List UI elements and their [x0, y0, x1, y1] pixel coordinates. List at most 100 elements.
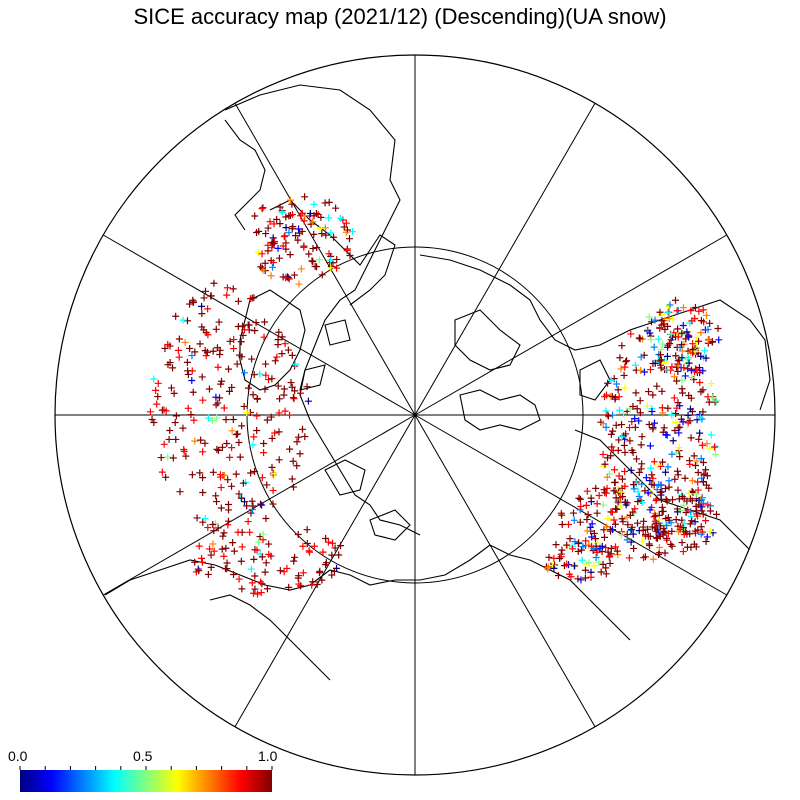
accuracy-marker — [224, 365, 232, 373]
accuracy-marker — [668, 542, 676, 550]
accuracy-marker — [689, 340, 697, 348]
accuracy-marker — [253, 427, 261, 435]
accuracy-marker — [615, 406, 623, 414]
accuracy-marker — [661, 358, 669, 366]
accuracy-marker — [623, 536, 631, 544]
accuracy-marker — [184, 370, 192, 378]
accuracy-marker — [293, 438, 301, 446]
accuracy-marker — [623, 357, 631, 365]
accuracy-marker — [172, 435, 180, 443]
accuracy-marker — [706, 527, 714, 535]
accuracy-marker — [260, 333, 268, 341]
accuracy-marker — [251, 585, 259, 593]
accuracy-marker — [299, 542, 307, 550]
accuracy-marker — [649, 474, 657, 482]
accuracy-marker — [285, 212, 293, 220]
accuracy-marker — [210, 279, 218, 287]
accuracy-marker — [154, 393, 162, 401]
accuracy-marker — [199, 474, 207, 482]
accuracy-marker — [281, 340, 289, 348]
accuracy-marker — [654, 461, 662, 469]
accuracy-marker — [257, 263, 265, 271]
accuracy-marker — [678, 354, 686, 362]
accuracy-marker — [664, 404, 672, 412]
accuracy-marker — [164, 453, 172, 461]
accuracy-marker — [252, 319, 260, 327]
accuracy-marker — [657, 356, 665, 364]
accuracy-marker — [678, 385, 686, 393]
accuracy-marker — [190, 416, 198, 424]
accuracy-marker — [662, 521, 670, 529]
accuracy-marker — [652, 534, 660, 542]
accuracy-marker — [281, 232, 289, 240]
accuracy-marker — [247, 469, 255, 477]
accuracy-marker — [679, 354, 687, 362]
accuracy-marker — [602, 423, 610, 431]
accuracy-marker — [216, 346, 224, 354]
accuracy-marker — [313, 244, 321, 252]
accuracy-marker — [234, 528, 242, 536]
accuracy-marker — [613, 380, 621, 388]
accuracy-marker — [228, 444, 236, 452]
accuracy-marker — [261, 259, 269, 267]
accuracy-marker — [229, 416, 237, 424]
meridian-line — [414, 414, 596, 728]
accuracy-marker — [346, 252, 354, 260]
accuracy-marker — [687, 434, 695, 442]
accuracy-marker — [322, 231, 330, 239]
accuracy-marker — [691, 462, 699, 470]
accuracy-marker — [604, 412, 612, 420]
meridian-line — [414, 414, 728, 596]
accuracy-marker — [599, 420, 607, 428]
accuracy-marker — [699, 408, 707, 416]
accuracy-marker — [303, 383, 311, 391]
accuracy-marker — [257, 589, 265, 597]
accuracy-marker — [689, 489, 697, 497]
accuracy-marker — [667, 330, 675, 338]
accuracy-marker — [199, 488, 207, 496]
accuracy-marker — [202, 287, 210, 295]
accuracy-marker — [233, 360, 241, 368]
accuracy-marker — [657, 345, 665, 353]
accuracy-marker — [198, 554, 206, 562]
accuracy-marker — [621, 363, 629, 371]
accuracy-marker — [690, 540, 698, 548]
accuracy-marker — [577, 576, 585, 584]
accuracy-marker — [691, 527, 699, 535]
accuracy-marker — [603, 484, 611, 492]
accuracy-marker — [295, 572, 303, 580]
accuracy-marker — [309, 258, 317, 266]
accuracy-marker — [581, 574, 589, 582]
accuracy-marker — [311, 262, 319, 270]
iberia-coastline — [224, 119, 266, 231]
accuracy-marker — [238, 494, 246, 502]
accuracy-marker — [213, 414, 221, 422]
accuracy-marker — [707, 380, 715, 388]
accuracy-marker — [704, 501, 712, 509]
accuracy-marker — [222, 544, 230, 552]
accuracy-marker — [271, 429, 279, 437]
accuracy-marker — [708, 338, 716, 346]
accuracy-marker — [659, 340, 667, 348]
accuracy-marker — [600, 533, 608, 541]
accuracy-marker — [248, 355, 256, 363]
accuracy-marker — [696, 429, 704, 437]
accuracy-marker — [268, 375, 276, 383]
accuracy-marker — [214, 399, 222, 407]
accuracy-marker — [672, 409, 680, 417]
accuracy-marker — [293, 462, 301, 470]
map-boundary — [54, 54, 776, 776]
accuracy-marker — [646, 442, 654, 450]
accuracy-marker — [186, 300, 194, 308]
accuracy-marker — [704, 336, 712, 344]
accuracy-marker — [583, 527, 591, 535]
accuracy-marker — [675, 444, 683, 452]
accuracy-marker — [251, 327, 259, 335]
accuracy-marker — [695, 435, 703, 443]
accuracy-marker — [286, 445, 294, 453]
accuracy-marker — [199, 396, 207, 404]
accuracy-marker — [275, 456, 283, 464]
accuracy-marker — [232, 470, 240, 478]
accuracy-marker — [318, 576, 326, 584]
accuracy-marker — [558, 546, 566, 554]
